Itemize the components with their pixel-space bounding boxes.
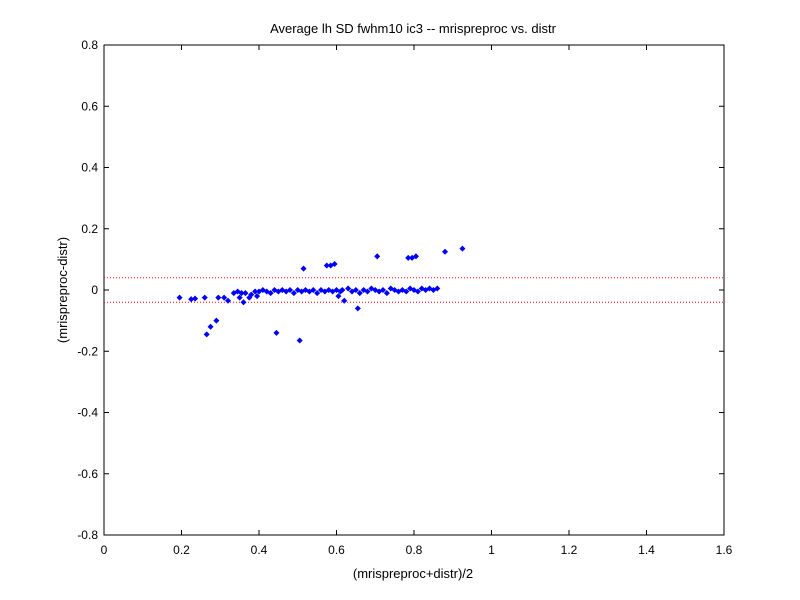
y-tick-label: 0.2 [81, 222, 98, 236]
x-axis: 0 0.2 0.4 0.6 0.8 1 1.2 1.4 1.6 [101, 45, 733, 557]
data-point [331, 260, 338, 267]
data-point [310, 286, 317, 294]
y-axis: -0.8 -0.6 -0.4 -0.2 0 0.2 0.4 0.6 0.8 [77, 38, 724, 542]
y-tick-label: -0.6 [77, 467, 98, 481]
data-point [236, 294, 243, 301]
x-tick-label: 0.6 [328, 543, 345, 557]
y-tick-label: -0.8 [77, 528, 98, 542]
data-point [286, 286, 294, 294]
data-point [374, 253, 381, 260]
x-tick-label: 1.2 [561, 543, 578, 557]
y-tick-label: 0.6 [81, 99, 98, 113]
data-point [201, 294, 208, 301]
data-point [267, 290, 274, 297]
reference-lines [104, 277, 724, 303]
x-tick-label: 1.4 [638, 543, 655, 557]
x-tick-label: 1 [488, 543, 495, 557]
data-point [176, 294, 183, 301]
x-tick-label: 0.2 [173, 543, 190, 557]
data-point [339, 286, 346, 294]
x-tick-label: 1.6 [716, 543, 733, 557]
data-point [364, 288, 371, 295]
data-point [441, 248, 449, 255]
data-point [354, 305, 361, 312]
data-point [192, 295, 199, 302]
y-tick-label: 0.8 [81, 38, 98, 52]
data-point [403, 288, 410, 295]
data-point [240, 299, 247, 306]
data-point [335, 293, 342, 300]
data-point [434, 285, 441, 292]
x-tick-label: 0.8 [406, 543, 423, 557]
data-point [341, 297, 348, 304]
data-point [352, 286, 359, 294]
y-tick-label: 0.4 [81, 161, 98, 175]
data-point [242, 290, 249, 297]
data-point [459, 245, 466, 252]
data-point [300, 265, 307, 272]
data-point [207, 323, 214, 330]
x-tick-label: 0.4 [251, 543, 268, 557]
data-point [290, 290, 297, 297]
data-point [254, 293, 261, 300]
data-point [224, 297, 232, 304]
y-tick-label: -0.2 [77, 344, 98, 358]
y-tick-label: 0 [91, 283, 98, 297]
chart-title: Average lh SD fwhm10 ic3 -- mrispreproc … [270, 21, 557, 36]
y-tick-label: -0.4 [77, 406, 98, 420]
data-points [176, 245, 466, 344]
data-point [273, 329, 280, 336]
data-point [314, 290, 321, 297]
data-point [379, 286, 387, 294]
data-point [345, 285, 352, 292]
data-point [215, 294, 222, 301]
data-point [412, 253, 419, 260]
x-axis-label: (mrispreproc+distr)/2 [353, 566, 473, 581]
data-point [248, 291, 255, 298]
data-point [221, 294, 228, 301]
data-point [414, 288, 421, 295]
data-point [213, 317, 220, 324]
y-axis-label: (mrispreproc-distr) [55, 237, 70, 343]
data-point [203, 331, 210, 338]
x-tick-label: 0 [101, 543, 108, 557]
data-point [383, 290, 390, 297]
data-point [356, 290, 363, 297]
data-point [296, 337, 303, 344]
